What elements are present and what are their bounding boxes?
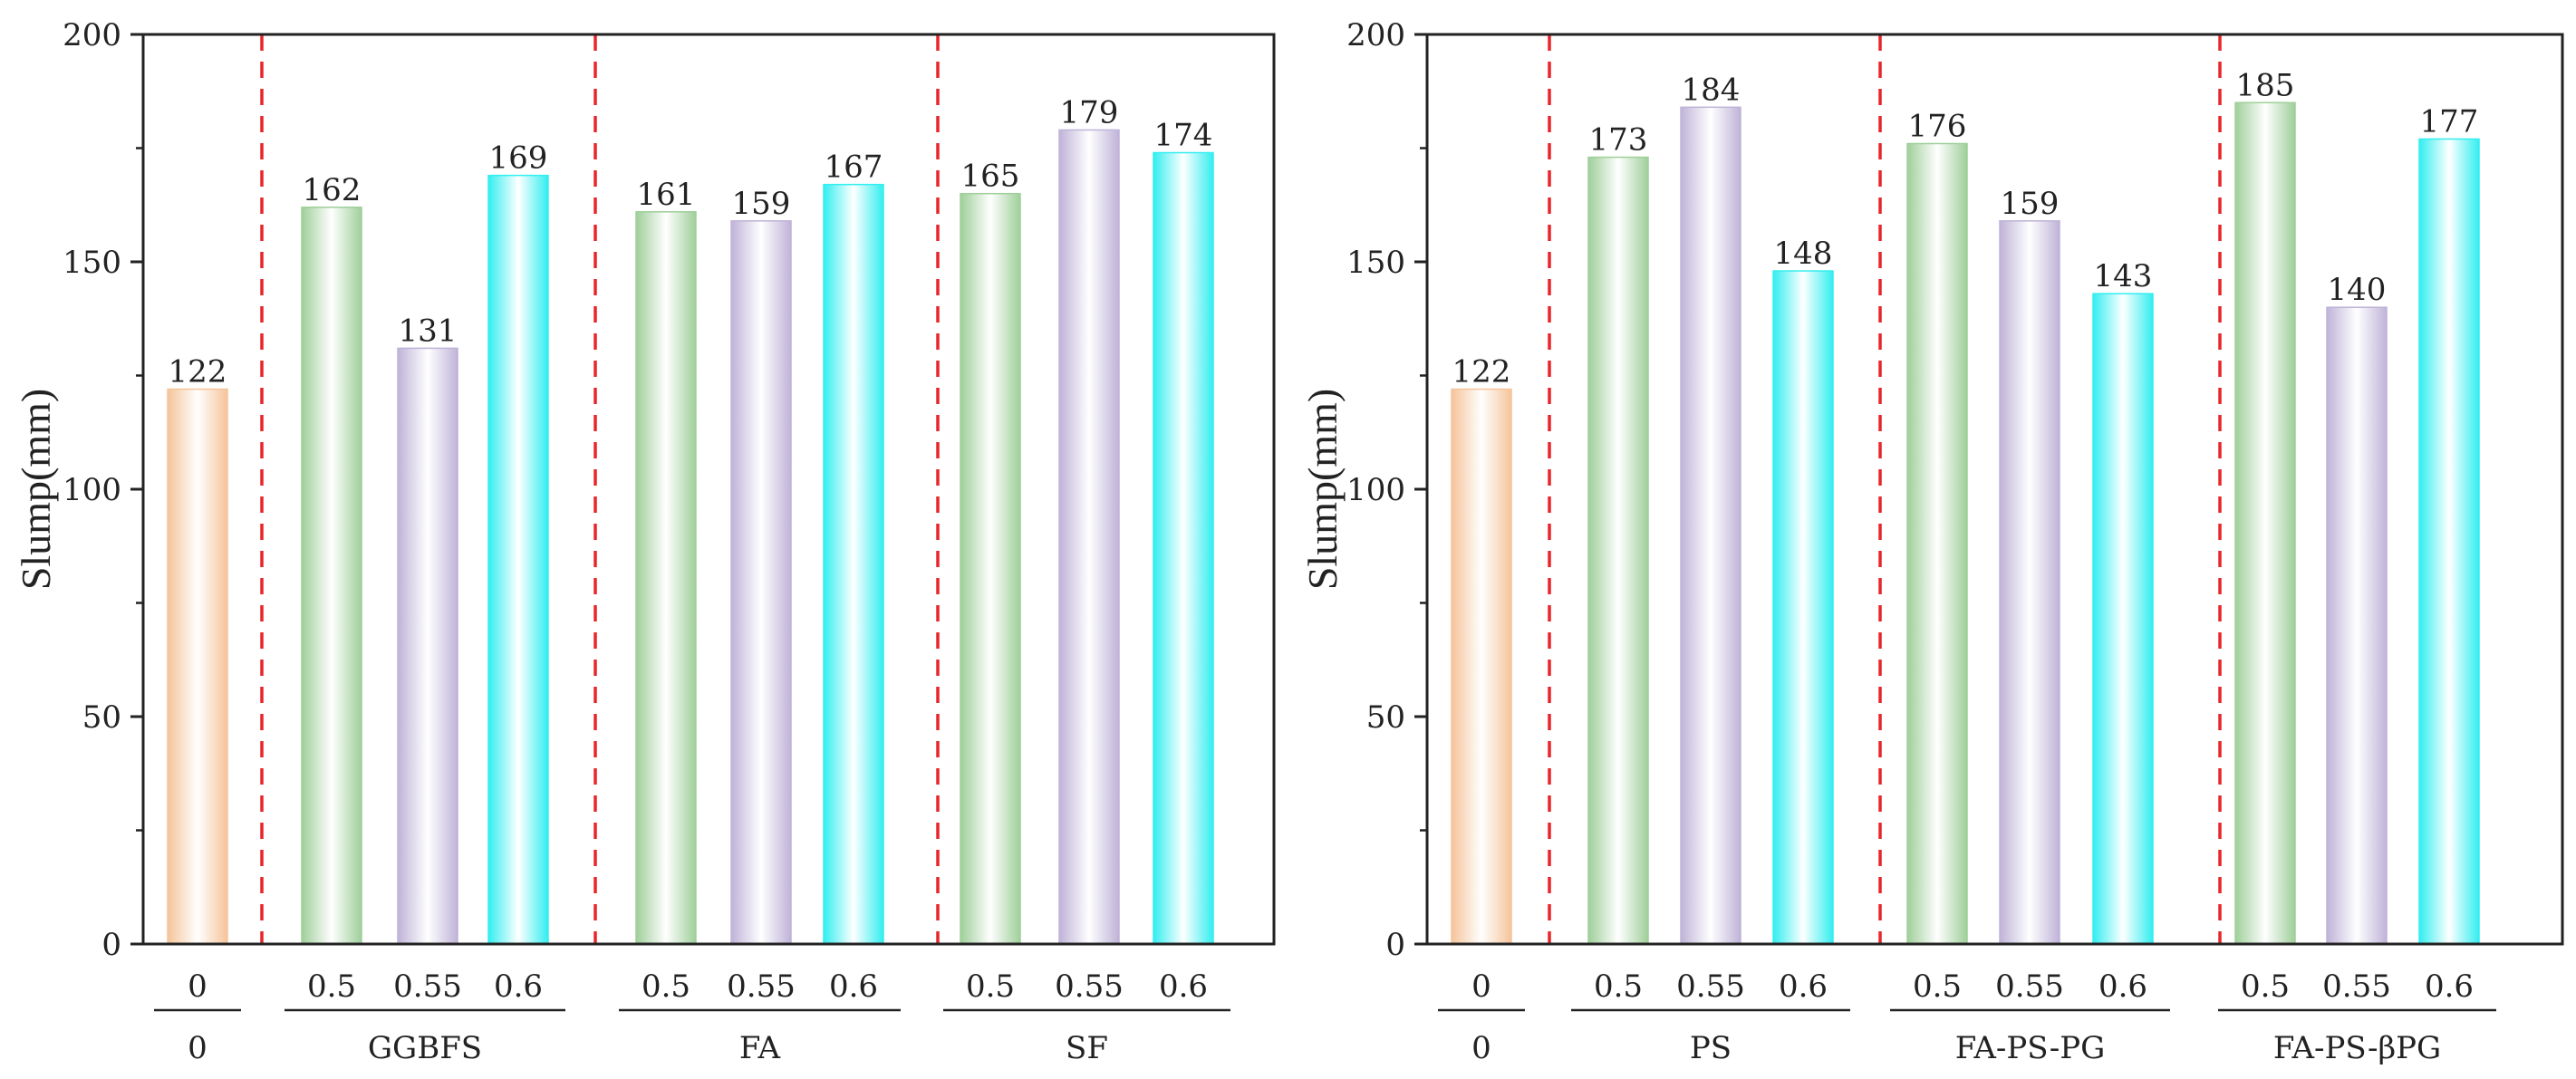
y-tick-label: 100 xyxy=(1346,472,1405,508)
bar-data-label: 167 xyxy=(825,149,883,186)
bar-data-label: 184 xyxy=(1682,72,1741,108)
bar-fa-ps-βpg-0.6 xyxy=(2418,138,2480,945)
group-label: FA-PS-βPG xyxy=(2273,1030,2441,1066)
category-tick-label: 0.6 xyxy=(1159,968,1208,1005)
bar-fa-ps-pg-0.6 xyxy=(2092,293,2154,945)
y-tick-label: 50 xyxy=(82,699,121,736)
category-tick-label: 0.55 xyxy=(1676,968,1745,1005)
bar-fa-0.55 xyxy=(730,220,792,945)
category-tick-label: 0.55 xyxy=(1995,968,2064,1005)
bar-data-label: 165 xyxy=(961,159,1020,195)
bar-0-0 xyxy=(1451,388,1512,945)
bar-fa-ps-βpg-0.55 xyxy=(2326,306,2388,945)
bar-fa-ps-βpg-0.5 xyxy=(2234,101,2296,945)
y-tick-label: 0 xyxy=(101,927,121,963)
bar-sf-0.55 xyxy=(1058,129,1120,945)
category-tick-label: 0.5 xyxy=(642,968,690,1005)
bar-fa-0.5 xyxy=(635,211,697,945)
bar-sf-0.6 xyxy=(1153,151,1214,945)
category-tick-label: 0 xyxy=(188,968,207,1005)
bar-ps-0.55 xyxy=(1680,106,1741,945)
group-label: 0 xyxy=(1471,1030,1491,1066)
category-tick-label: 0.6 xyxy=(829,968,878,1005)
category-tick-label: 0.6 xyxy=(494,968,543,1005)
y-tick-label: 150 xyxy=(63,245,121,281)
y-tick-label: 200 xyxy=(1346,17,1405,53)
group-label: GGBFS xyxy=(368,1030,482,1066)
category-tick-label: 0.5 xyxy=(307,968,356,1005)
bar-data-label: 169 xyxy=(489,140,548,177)
y-tick-label: 100 xyxy=(63,472,121,508)
y-axis-title: Slump(mm) xyxy=(13,389,59,590)
bar-0-0 xyxy=(167,388,228,945)
bar-data-label: 173 xyxy=(1589,122,1648,159)
bar-data-label: 179 xyxy=(1060,94,1119,130)
bar-ps-0.5 xyxy=(1587,156,1649,945)
bar-sf-0.5 xyxy=(960,192,1021,945)
category-tick-label: 0.6 xyxy=(1779,968,1828,1005)
category-tick-label: 0.55 xyxy=(393,968,462,1005)
bar-data-label: 159 xyxy=(2001,186,2060,222)
y-tick-label: 50 xyxy=(1366,699,1405,736)
bar-data-label: 176 xyxy=(1908,108,1967,144)
bar-data-label: 177 xyxy=(2420,103,2479,140)
group-label: 0 xyxy=(188,1030,207,1066)
y-tick-label: 200 xyxy=(63,17,121,53)
bar-data-label: 122 xyxy=(169,354,227,390)
bar-data-label: 140 xyxy=(2328,272,2387,308)
group-label: FA-PS-PG xyxy=(1955,1030,2106,1066)
category-tick-label: 0.55 xyxy=(1055,968,1124,1005)
category-tick-label: 0.5 xyxy=(1913,968,1962,1005)
y-tick-label: 0 xyxy=(1385,927,1405,963)
category-tick-label: 0 xyxy=(1471,968,1491,1005)
chart-panel-right: 122 0 0 173 0.5 184 0.55 148 0.6 PS 176 0.5 159 0.55 1… xyxy=(1299,17,2564,1066)
category-tick-label: 0.5 xyxy=(966,968,1015,1005)
bar-data-label: 159 xyxy=(732,186,791,222)
bar-data-label: 148 xyxy=(1774,236,1833,272)
bar-ps-0.6 xyxy=(1772,270,1834,945)
bar-data-label: 161 xyxy=(637,177,696,213)
group-label: FA xyxy=(739,1030,781,1066)
bar-ggbfs-0.6 xyxy=(487,174,549,945)
category-tick-label: 0.6 xyxy=(2425,968,2474,1005)
bar-fa-ps-pg-0.5 xyxy=(1906,142,1968,945)
y-tick-label: 150 xyxy=(1346,245,1405,281)
group-label: SF xyxy=(1066,1030,1108,1066)
chart-panel-left: 122 0 0 162 0.5 131 0.55 169 0.6 GGBFS 161 0.5 159 0.… xyxy=(13,17,1276,1066)
bar-data-label: 143 xyxy=(2094,258,2153,294)
category-tick-label: 0.55 xyxy=(727,968,796,1005)
bar-data-label: 185 xyxy=(2236,67,2295,103)
category-tick-label: 0.6 xyxy=(2098,968,2147,1005)
bar-data-label: 131 xyxy=(399,313,458,349)
bar-data-label: 122 xyxy=(1452,354,1511,390)
bar-data-label: 174 xyxy=(1154,118,1213,154)
bar-data-label: 162 xyxy=(303,172,362,208)
y-axis-title: Slump(mm) xyxy=(1299,389,1346,590)
category-tick-label: 0.5 xyxy=(2241,968,2290,1005)
group-label: PS xyxy=(1690,1030,1732,1066)
bar-fa-0.6 xyxy=(823,183,884,945)
category-tick-label: 0.5 xyxy=(1594,968,1643,1005)
bar-ggbfs-0.5 xyxy=(301,207,362,945)
bar-fa-ps-pg-0.55 xyxy=(1999,220,2060,945)
category-tick-label: 0.55 xyxy=(2322,968,2391,1005)
bar-ggbfs-0.55 xyxy=(397,347,458,945)
